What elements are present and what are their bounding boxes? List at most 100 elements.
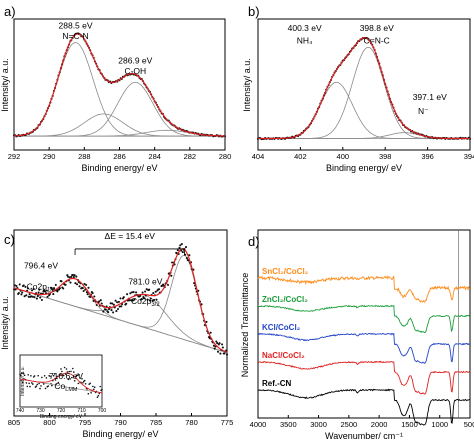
data-point — [170, 274, 173, 277]
inset-data-point — [84, 383, 87, 385]
x-tick-label: 785 — [150, 418, 163, 427]
data-point — [18, 283, 21, 286]
data-point — [107, 308, 111, 311]
panel-1: b) 404 402 400 398 396 394 Binding energy/ eV In… — [242, 4, 474, 173]
data-point — [145, 288, 148, 291]
inset-data-point — [55, 383, 58, 385]
inset-data-point — [28, 382, 30, 385]
inset-data-point — [45, 377, 48, 379]
inset-data-point — [57, 381, 60, 384]
inset-data-point — [73, 380, 76, 382]
data-point — [184, 246, 188, 249]
data-point — [67, 275, 70, 278]
data-point — [17, 291, 20, 295]
x-tick-label: 400 — [337, 152, 350, 161]
x-tick-label: 402 — [294, 152, 307, 161]
inset-y-axis-title: Intensity/ a.u. — [20, 366, 26, 396]
data-point — [143, 297, 146, 300]
data-point — [28, 293, 31, 296]
data-point — [221, 343, 224, 346]
inset-data-point — [69, 378, 71, 380]
inset-data-point — [47, 385, 49, 387]
data-point — [20, 293, 23, 296]
inset-x-tick-label: 700 — [98, 408, 107, 414]
inset-data-point — [68, 370, 70, 373]
data-point — [83, 282, 86, 285]
peak-annotation: N⁻ — [418, 106, 429, 116]
inset-data-point — [20, 374, 22, 377]
data-point — [141, 291, 144, 294]
peak-annotation: 398.8 eV — [360, 23, 394, 33]
data-point — [153, 298, 156, 301]
data-point — [112, 311, 115, 314]
inset-data-point — [25, 382, 28, 384]
panel-3: d) 4000 3500 3000 2500 2000 1500 1000 500 Wavenum… — [240, 229, 474, 441]
data-point — [171, 261, 174, 264]
data-point — [85, 283, 88, 286]
raw-data-points — [12, 242, 229, 356]
inset-data-point — [23, 374, 26, 377]
inset-data-point — [38, 382, 40, 385]
data-point — [216, 350, 220, 353]
data-point — [119, 297, 122, 300]
x-tick-label: 790 — [114, 418, 127, 427]
peak-annotation: C-OH — [124, 66, 146, 76]
inset-data-point — [77, 382, 80, 385]
data-point — [23, 295, 26, 298]
inset-data-point — [97, 394, 100, 397]
data-point — [116, 301, 119, 304]
inset-data-point — [35, 385, 38, 387]
data-point — [148, 288, 151, 291]
data-point — [135, 291, 138, 294]
inset-data-point — [41, 376, 43, 379]
data-point — [104, 308, 107, 311]
data-point — [37, 291, 40, 294]
inset-data-point — [43, 375, 46, 377]
fit-envelope — [14, 33, 225, 137]
inset-data-point — [21, 381, 24, 384]
inset-data-point — [96, 396, 99, 399]
data-point — [76, 283, 79, 286]
inset-data-point — [93, 388, 95, 391]
data-point — [179, 244, 182, 247]
inset-data-point — [30, 375, 32, 377]
peak-annotation: 397.1 eV — [413, 92, 447, 102]
y-axis-title: Normalized Transmittance — [240, 273, 250, 378]
data-point — [56, 290, 59, 293]
fit-component-0 — [258, 81, 470, 139]
data-point — [148, 299, 152, 302]
data-point — [93, 295, 96, 298]
inset-data-point — [93, 386, 96, 389]
y-axis-title: Intensity/ a.u. — [0, 296, 10, 350]
data-point — [87, 286, 90, 289]
data-point — [132, 291, 135, 294]
x-tick-label: 2500 — [341, 420, 358, 429]
data-point — [21, 291, 24, 294]
inset-data-point — [89, 382, 91, 385]
x-tick-label: 4000 — [250, 420, 267, 429]
data-point — [27, 295, 30, 298]
fit-envelope — [13, 248, 228, 353]
data-point — [225, 353, 229, 356]
y-axis-title: Intensity/ a.u. — [242, 58, 252, 112]
x-axis-title: Binding energy/ eV — [82, 429, 158, 439]
inset-data-point — [49, 375, 51, 378]
peak-annotation: 781.0 eV — [128, 277, 162, 287]
data-point — [129, 292, 132, 295]
data-point — [215, 340, 218, 343]
data-point — [219, 352, 222, 355]
ftir-series-line — [257, 304, 471, 334]
x-tick-label: 288 — [78, 152, 91, 161]
data-point — [62, 287, 65, 290]
data-point — [180, 242, 183, 246]
data-point — [200, 303, 203, 306]
series-label: NaCl/CoCl₂ — [262, 351, 305, 360]
inset-x-tick-label: 730 — [36, 408, 45, 414]
inset-data-point — [37, 374, 39, 377]
inset-data-point — [63, 366, 66, 369]
data-point — [155, 298, 158, 301]
inset-data-point — [26, 385, 29, 388]
inset-data-point — [52, 374, 55, 377]
data-point — [99, 299, 102, 302]
